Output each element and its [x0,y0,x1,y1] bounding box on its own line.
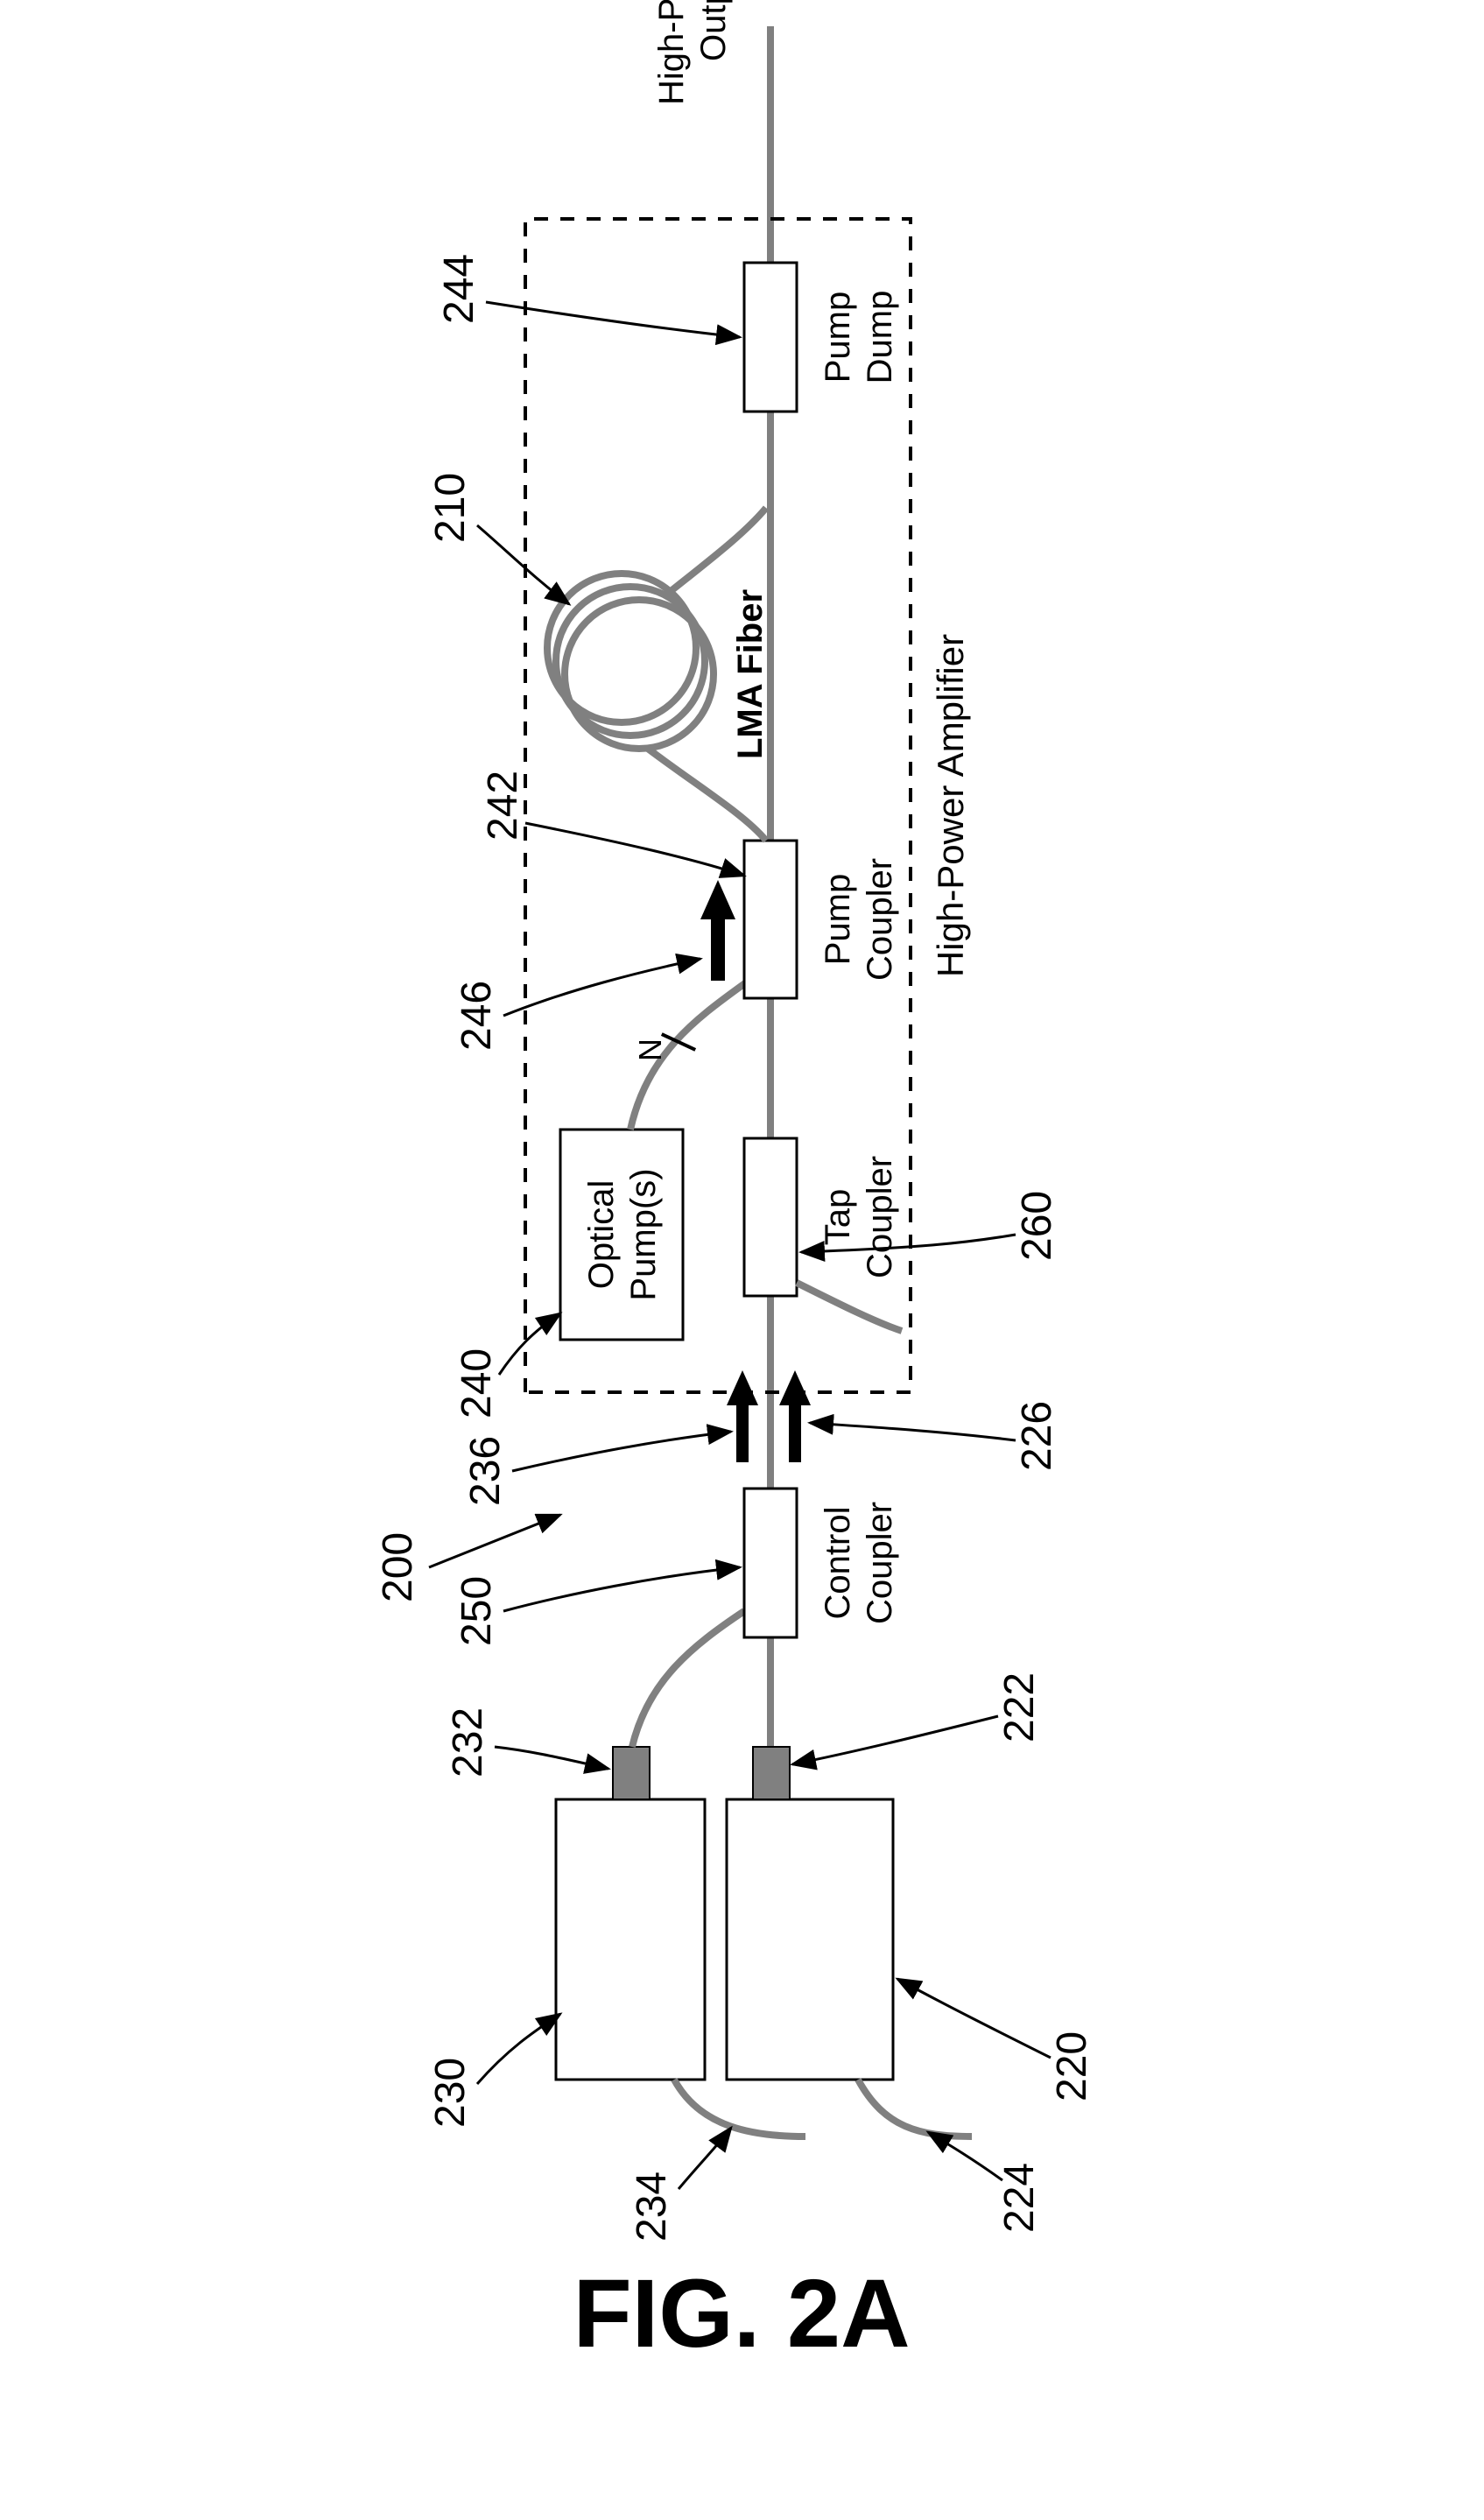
arrow-226 [779,1370,811,1462]
ref-260: 260 [1014,1191,1060,1261]
arrow-246 [700,880,735,981]
txt-tap-2: Coupler [861,1156,899,1278]
ref-234: 234 [629,2172,675,2242]
arrow-236 [727,1370,758,1462]
ref-250: 250 [454,1576,500,1646]
ref-240: 240 [454,1348,500,1418]
tap-coupler-box [744,1138,797,1296]
txt-control-1: Control [819,1507,857,1620]
block-230 [556,1799,705,2080]
txt-optical-pump-2: Pump(s) [624,1168,663,1300]
block-232 [613,1747,650,1799]
control-coupler-box [744,1489,797,1637]
block-222 [753,1747,790,1799]
ref-232: 232 [445,1707,491,1777]
txt-tap-1: Tap [819,1189,857,1246]
ref-210: 210 [427,473,474,543]
fiber-234 [674,2080,805,2136]
txt-optical-pump-1: Optical [582,1180,621,1290]
txt-out-1: High-Power [652,0,691,105]
txt-control-2: Coupler [861,1502,899,1624]
ref-222: 222 [996,1672,1043,1742]
txt-lma: LMA Fiber [731,589,770,759]
fiber-tap-drop [797,1283,902,1331]
figure-label: FIG. 2A [573,2260,910,2368]
txt-pumpd-1: Pump [819,292,857,384]
ref-244: 244 [436,254,482,324]
ref-220: 220 [1049,2031,1095,2101]
ref-200: 200 [375,1532,421,1602]
ref-246: 246 [454,981,500,1051]
pump-dump-box [744,263,797,412]
pump-coupler-box [744,841,797,998]
txt-amp: High-Power Amplifier [930,634,971,977]
ref-226: 226 [1014,1401,1060,1471]
txt-out-2: Output [694,0,733,61]
ref-236: 236 [462,1436,509,1506]
txt-pumpd-2: Dump [861,291,899,384]
fiber-224 [858,2080,972,2136]
optical-pump-box [560,1130,683,1340]
fiber-upper-in [632,1611,744,1747]
ref-230: 230 [427,2058,474,2128]
txt-pumpc-1: Pump [819,874,857,966]
ref-242: 242 [480,771,526,841]
ref-224: 224 [996,2163,1043,2233]
block-220 [727,1799,893,2080]
diagram-svg: Optical Pump(s) Control Coupler Tap Coup… [0,0,1484,2516]
figure-canvas: Optical Pump(s) Control Coupler Tap Coup… [0,0,1484,2516]
txt-pumpc-2: Coupler [861,858,899,981]
txt-N: N [632,1038,668,1061]
